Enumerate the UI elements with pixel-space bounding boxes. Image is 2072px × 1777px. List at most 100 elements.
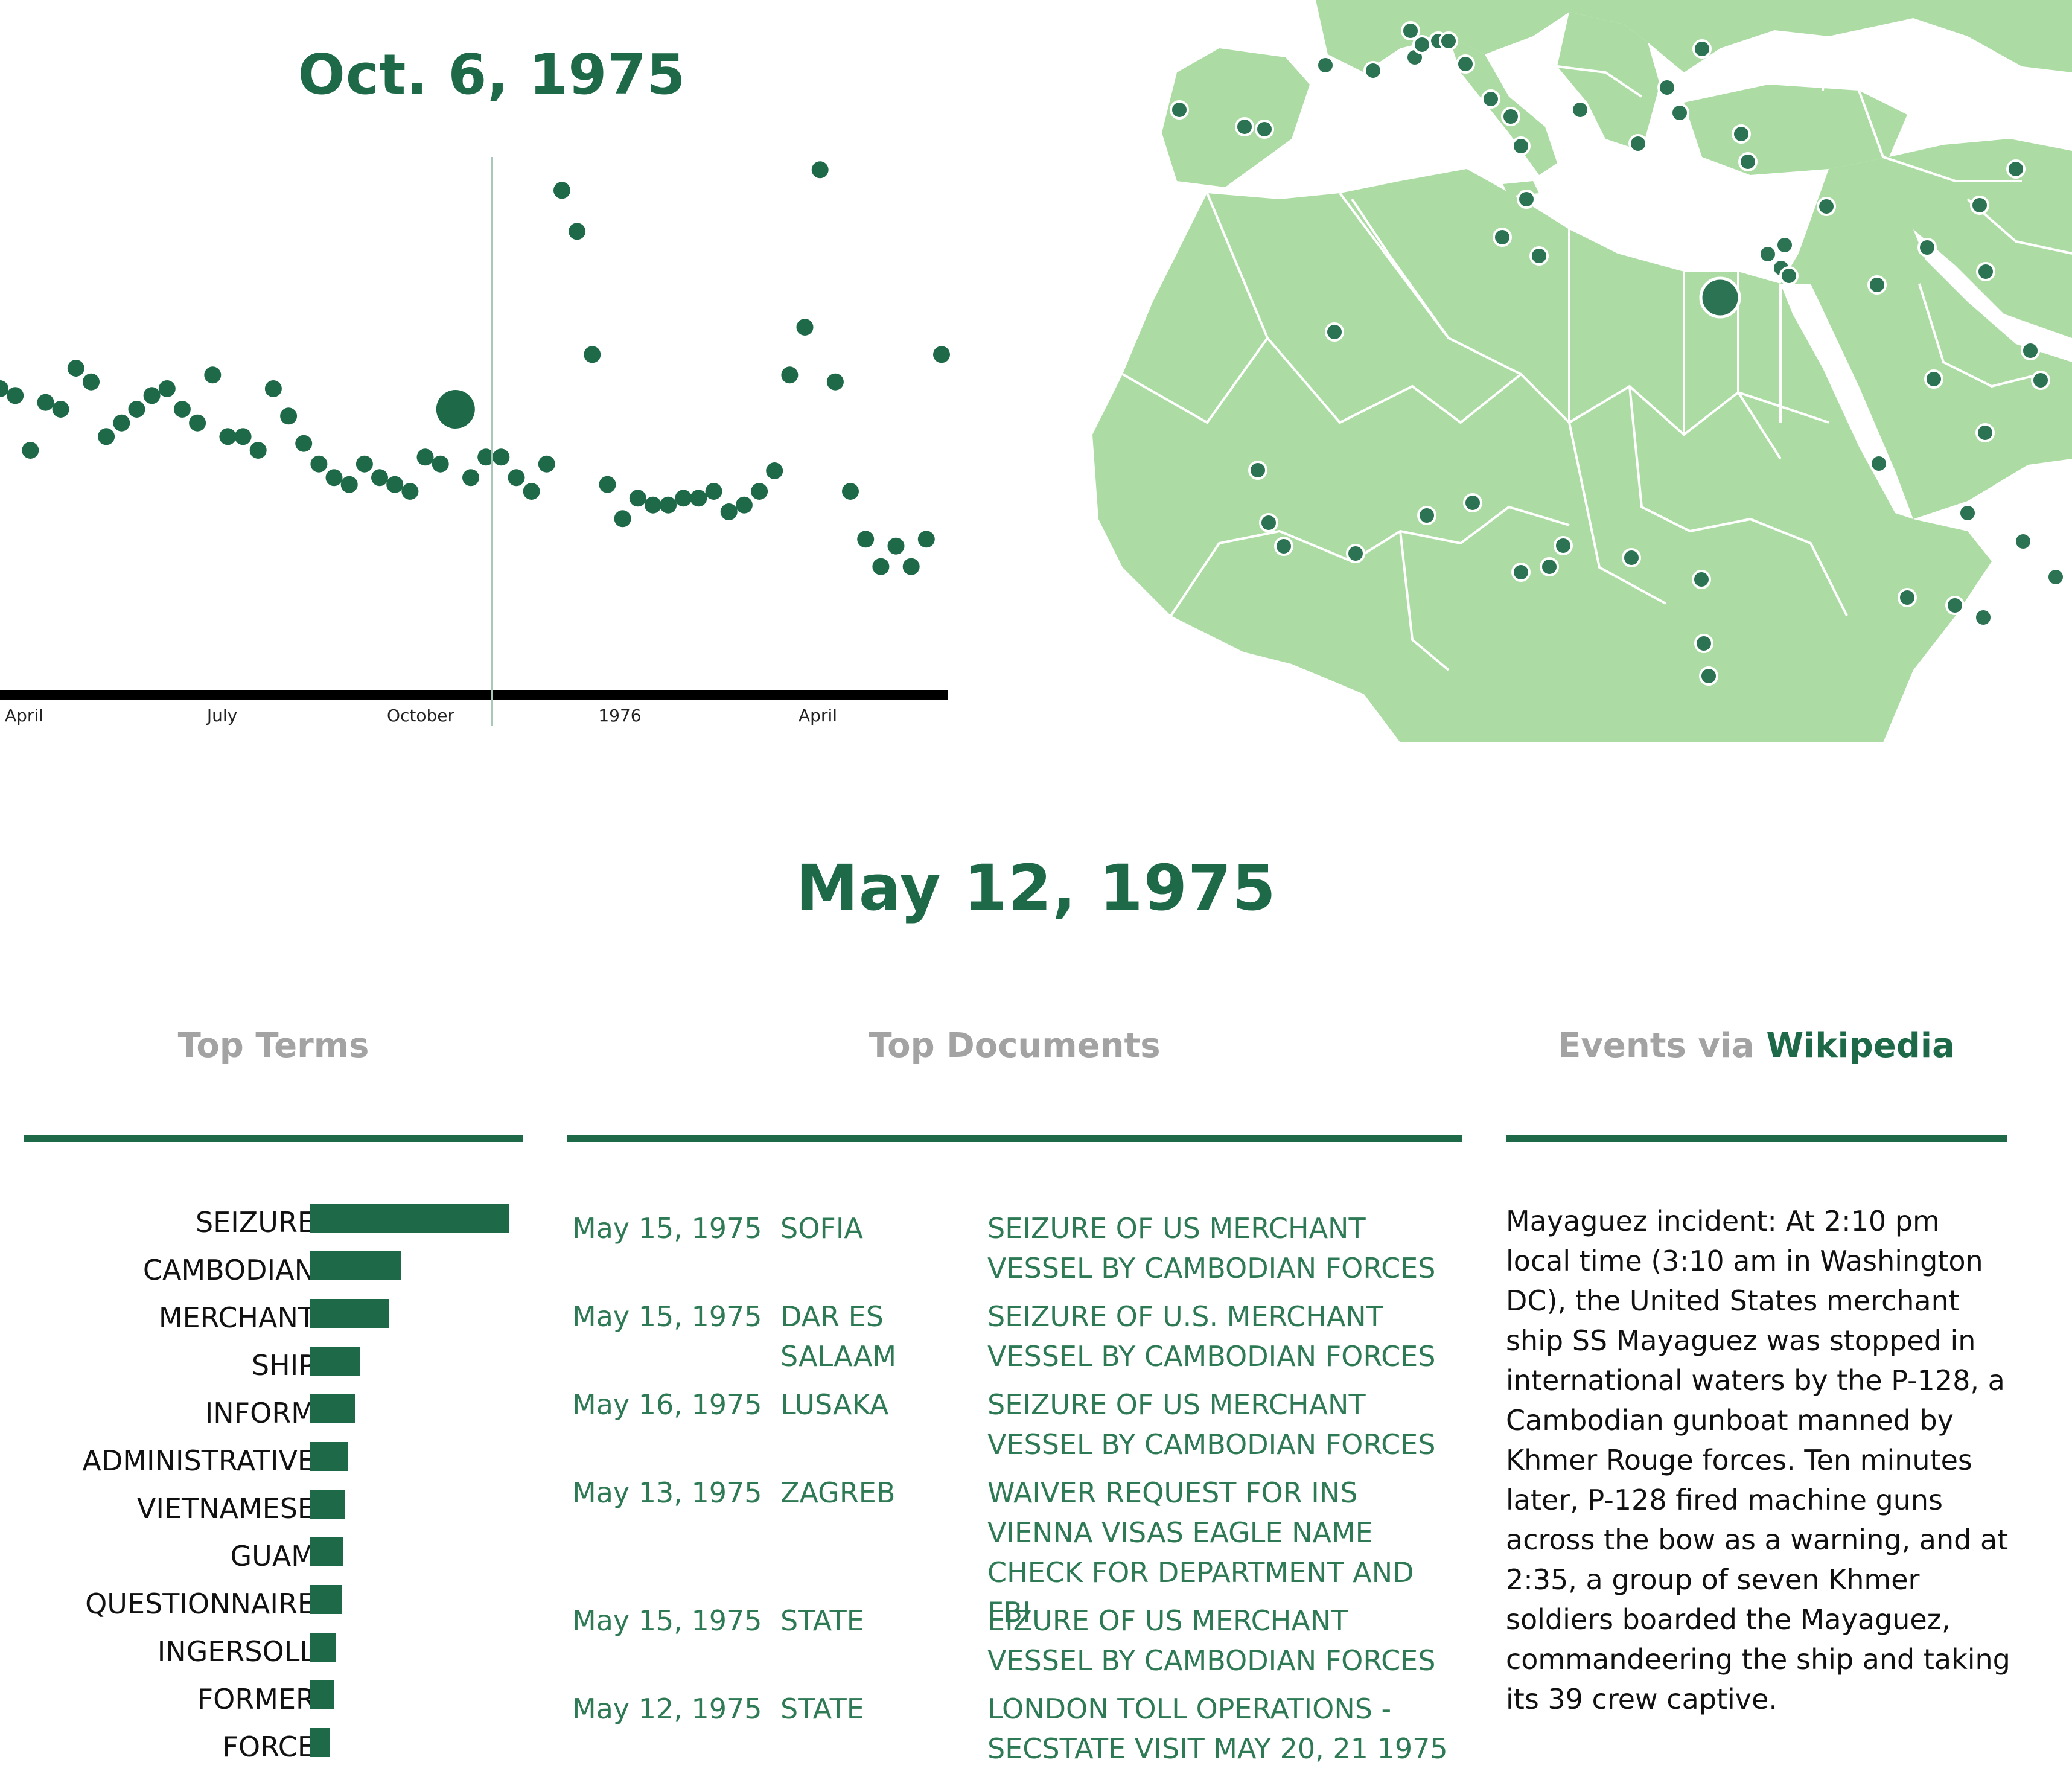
map-marker[interactable] (1692, 570, 1711, 589)
timeline-point[interactable] (492, 448, 510, 466)
map-marker[interactable] (1758, 244, 1777, 264)
map-marker[interactable] (1511, 136, 1531, 156)
timeline-point[interactable] (173, 401, 191, 418)
map-marker[interactable] (1417, 506, 1436, 525)
timeline-point[interactable] (614, 510, 631, 528)
map-marker[interactable] (1274, 537, 1293, 556)
timeline-point[interactable] (280, 407, 298, 425)
term-row[interactable]: ADMINISTRATIVE (24, 1441, 519, 1488)
document-row[interactable]: May 15, 1975 DAR ES SALAAM SEIZURE OF U.S.… (572, 1297, 1453, 1385)
map-marker[interactable] (1867, 275, 1887, 295)
timeline-point[interactable] (310, 455, 328, 473)
timeline-point[interactable] (902, 558, 920, 575)
map-marker[interactable] (1970, 196, 1989, 215)
map-marker[interactable] (2006, 159, 2026, 179)
timeline-point[interactable] (432, 455, 449, 473)
map-marker[interactable] (1779, 266, 1799, 286)
map-marker[interactable] (1540, 557, 1559, 576)
document-title[interactable]: WAIVER REQUEST FOR INS VIENNA VISAS EAGL… (987, 1476, 1414, 1629)
map-marker[interactable] (1255, 120, 1274, 139)
timeline-point[interactable] (523, 483, 540, 500)
document-title[interactable]: SEIZURE OF U.S. MERCHANT VESSEL BY CAMBO… (987, 1300, 1436, 1373)
map-marker[interactable] (1898, 588, 1917, 607)
term-row[interactable]: INGERSOLL (24, 1632, 519, 1679)
term-row[interactable]: CAMBODIAN (24, 1250, 519, 1298)
document-row[interactable]: May 12, 1975 STATE LONDON TOLL OPERATIONS … (572, 1689, 1453, 1777)
term-row[interactable]: GUAM (24, 1536, 519, 1584)
map-marker[interactable] (1259, 513, 1278, 532)
map-marker[interactable] (1945, 596, 1965, 615)
timeline-point[interactable] (569, 223, 586, 240)
map-marker[interactable] (1699, 666, 1718, 686)
timeline-point[interactable] (660, 496, 677, 514)
timeline-cursor[interactable] (491, 157, 493, 726)
timeline-point[interactable] (113, 414, 130, 432)
map-marker[interactable] (1657, 78, 1677, 97)
map-marker[interactable] (1692, 39, 1712, 59)
map-marker[interactable] (1248, 461, 1267, 480)
timeline-point-highlight[interactable] (436, 390, 475, 429)
map-marker[interactable] (1529, 246, 1549, 266)
timeline-point[interactable] (553, 182, 570, 199)
timeline-point[interactable] (249, 442, 267, 459)
world-map[interactable] (1026, 0, 2072, 742)
document-title[interactable]: LONDON TOLL OPERATIONS - SECSTATE VISIT … (987, 1692, 1448, 1765)
map-marker[interactable] (1235, 117, 1254, 136)
timeline-chart[interactable]: April July October 1976 April (0, 139, 954, 730)
term-row[interactable]: MERCHANT (24, 1298, 519, 1345)
timeline-point[interactable] (751, 483, 768, 500)
timeline-point[interactable] (842, 483, 859, 500)
map-marker[interactable] (1554, 536, 1573, 555)
term-row[interactable]: SHIP (24, 1345, 519, 1393)
map-marker[interactable] (2046, 567, 2065, 587)
map-marker[interactable] (1493, 228, 1512, 247)
timeline-point[interactable] (128, 401, 145, 418)
timeline-point[interactable] (219, 428, 237, 445)
timeline-point[interactable] (629, 490, 646, 507)
map-marker[interactable] (1975, 423, 1995, 442)
map-marker[interactable] (1346, 544, 1365, 563)
timeline-point[interactable] (705, 483, 722, 500)
timeline-point[interactable] (158, 380, 176, 397)
timeline-point[interactable] (264, 380, 282, 397)
timeline-point[interactable] (826, 373, 844, 391)
map-marker[interactable] (1501, 107, 1520, 126)
timeline-point[interactable] (37, 394, 54, 411)
timeline-point[interactable] (811, 161, 829, 179)
map-marker[interactable] (1456, 54, 1475, 74)
term-row[interactable]: SEIZURE (24, 1202, 519, 1250)
timeline-point[interactable] (67, 360, 84, 377)
document-row[interactable]: May 15, 1975 SOFIA SEIZURE OF US MERCHANT … (572, 1208, 1453, 1297)
map-marker[interactable] (1439, 31, 1458, 51)
map-marker[interactable] (1732, 124, 1751, 144)
document-title[interactable]: EIZURE OF US MERCHANT VESSEL BY CAMBODIA… (987, 1604, 1436, 1677)
map-marker[interactable] (2013, 532, 2033, 551)
timeline-point[interactable] (52, 401, 69, 418)
document-row[interactable]: May 16, 1975 LUSAKA SEIZURE OF US MERCHANT… (572, 1385, 1453, 1473)
map-marker[interactable] (1974, 608, 1993, 627)
map-marker[interactable] (2021, 341, 2040, 360)
map-marker[interactable] (1670, 103, 1689, 123)
map-marker[interactable] (1316, 56, 1335, 75)
map-marker[interactable] (1481, 89, 1500, 109)
map-marker[interactable] (1976, 262, 1995, 281)
map-marker[interactable] (1622, 548, 1641, 567)
term-row[interactable]: VIETNAMESE (24, 1488, 519, 1536)
timeline-point[interactable] (462, 469, 479, 487)
map-marker[interactable] (1917, 238, 1937, 257)
timeline-point[interactable] (644, 496, 661, 514)
map-marker[interactable] (1570, 100, 1590, 120)
timeline-point[interactable] (325, 469, 343, 487)
timeline-point[interactable] (599, 476, 616, 493)
map-marker[interactable] (1363, 61, 1383, 80)
map-marker[interactable] (1401, 21, 1420, 40)
timeline-point[interactable] (508, 469, 525, 487)
wikipedia-link[interactable]: Wikipedia (1766, 1026, 1955, 1065)
timeline-point[interactable] (766, 462, 783, 479)
map-marker[interactable] (1869, 454, 1889, 473)
map-marker[interactable] (1511, 563, 1531, 582)
timeline-point[interactable] (416, 448, 434, 466)
map-marker[interactable] (1958, 503, 1977, 523)
map-marker-highlight[interactable] (1699, 276, 1741, 319)
timeline-point[interactable] (675, 490, 692, 507)
